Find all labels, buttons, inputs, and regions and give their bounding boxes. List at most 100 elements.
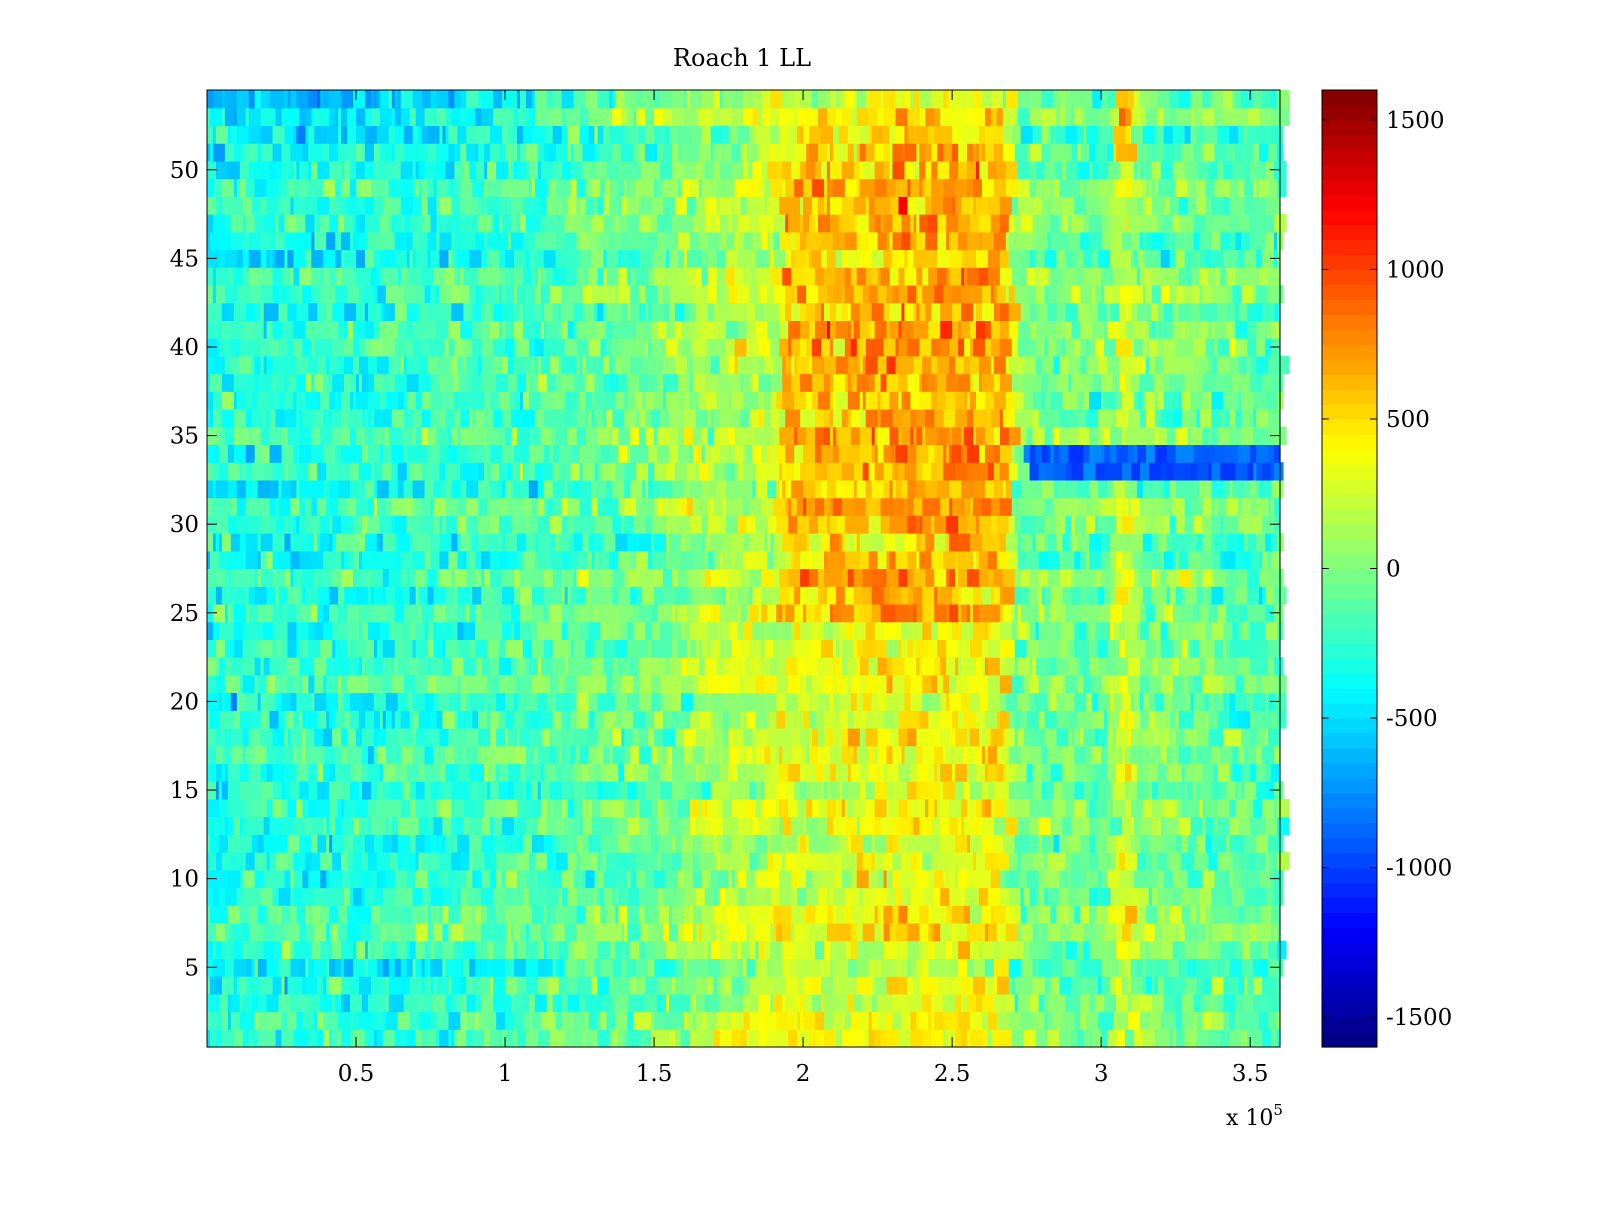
heatmap-cell — [648, 462, 655, 481]
heatmap-cell — [1268, 1011, 1278, 1030]
heatmap-cell — [475, 887, 482, 906]
heatmap-cell — [934, 515, 944, 534]
heatmap-cell — [1262, 976, 1266, 995]
heatmap-cell — [853, 603, 864, 623]
heatmap-cell — [677, 603, 688, 623]
heatmap-cell — [356, 497, 369, 516]
heatmap-cell — [710, 869, 718, 889]
heatmap-cell — [1202, 1029, 1210, 1048]
heatmap-cell — [338, 905, 342, 924]
heatmap-cell — [728, 710, 739, 729]
heatmap-cell — [475, 940, 488, 959]
heatmap-cell — [442, 958, 447, 977]
heatmap-cell — [835, 993, 849, 1013]
heatmap-cell — [537, 1029, 551, 1048]
heatmap-cell — [1196, 905, 1201, 924]
heatmap-cell — [1256, 568, 1260, 587]
heatmap-cell — [299, 993, 309, 1013]
heatmap-cell — [1014, 905, 1022, 924]
heatmap-cell — [552, 586, 563, 605]
heatmap-cell — [889, 515, 897, 534]
heatmap-cell — [1020, 515, 1034, 534]
heatmap-cell — [248, 586, 256, 605]
heatmap-cell — [218, 781, 223, 800]
heatmap-cell — [701, 905, 715, 924]
heatmap-cell — [227, 444, 235, 463]
heatmap-cell — [499, 674, 512, 694]
heatmap-cell — [967, 887, 977, 906]
heatmap-cell — [686, 781, 700, 800]
heatmap-cell — [853, 745, 858, 765]
heatmap-cell — [716, 834, 724, 853]
heatmap-cell — [534, 586, 545, 605]
heatmap-cell — [1116, 462, 1123, 481]
heatmap-cell — [242, 1029, 250, 1048]
heatmap-cell — [800, 745, 804, 765]
heatmap-cell — [412, 639, 417, 658]
heatmap-cell — [373, 586, 384, 605]
heatmap-cell — [338, 657, 351, 676]
heatmap-cell — [707, 1011, 718, 1030]
heatmap-cell — [516, 515, 527, 534]
heatmap-cell — [674, 462, 679, 481]
heatmap-cell — [227, 710, 235, 729]
heatmap-cell — [1130, 462, 1141, 481]
heatmap-cell — [1116, 798, 1126, 818]
heatmap-cell — [648, 922, 652, 942]
heatmap-cell — [826, 781, 831, 800]
heatmap-cell — [931, 497, 941, 516]
heatmap-cell — [1151, 497, 1165, 516]
heatmap-cell — [609, 1029, 613, 1048]
heatmap-cell — [934, 533, 947, 552]
heatmap-cell — [484, 763, 488, 782]
heatmap-cell — [347, 639, 351, 658]
heatmap-cell — [820, 976, 834, 995]
heatmap-cell — [1068, 869, 1072, 889]
heatmap-cell — [359, 533, 366, 552]
heatmap-cell — [925, 533, 935, 552]
heatmap-cell — [764, 639, 774, 658]
heatmap-cell — [868, 869, 879, 889]
heatmap-cell — [478, 1011, 485, 1030]
heatmap-cell — [776, 745, 780, 765]
heatmap-cell — [922, 993, 932, 1013]
heatmap-cell — [907, 940, 920, 959]
heatmap-cell — [373, 462, 381, 481]
heatmap-cell — [1092, 763, 1096, 782]
heatmap-cell — [1086, 497, 1090, 516]
heatmap-cell — [1053, 922, 1061, 942]
heatmap-cell — [761, 657, 771, 676]
heatmap-cell — [1077, 639, 1090, 658]
heatmap-cell — [233, 816, 241, 835]
heatmap-cell — [1098, 515, 1105, 534]
heatmap-cell — [1020, 922, 1034, 942]
heatmap-cell — [1217, 905, 1230, 924]
heatmap-cell — [964, 781, 971, 800]
heatmap-cell — [835, 479, 846, 499]
heatmap-cell — [1136, 852, 1147, 871]
heatmap-cell — [302, 586, 306, 605]
heatmap-cell — [215, 922, 226, 942]
heatmap-cell — [981, 497, 992, 516]
heatmap-cell — [838, 834, 849, 853]
heatmap-cell — [1178, 674, 1186, 694]
heatmap-cell — [946, 657, 956, 676]
heatmap-cell — [1217, 993, 1224, 1013]
heatmap-cell — [207, 497, 214, 516]
heatmap-cell — [1208, 462, 1213, 481]
heatmap-cell — [302, 869, 309, 889]
heatmap-cell — [341, 674, 348, 694]
heatmap-cell — [329, 1029, 333, 1048]
heatmap-cell — [1110, 603, 1117, 623]
heatmap-cell — [651, 550, 655, 570]
heatmap-cell — [1139, 462, 1150, 481]
heatmap-cell — [961, 816, 965, 835]
heatmap-cell — [218, 834, 229, 853]
heatmap-cell — [391, 922, 402, 942]
heatmap-cell — [534, 993, 548, 1013]
heatmap-cell — [922, 798, 926, 818]
heatmap-cell — [1163, 479, 1171, 499]
heatmap-cell — [1089, 816, 1093, 835]
heatmap-cell — [671, 745, 685, 765]
heatmap-cell — [818, 533, 822, 552]
